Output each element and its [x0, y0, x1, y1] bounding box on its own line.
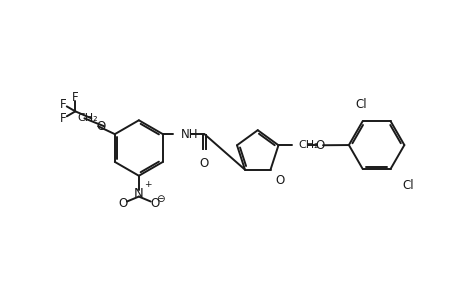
- Text: N: N: [134, 187, 143, 200]
- Text: NH: NH: [180, 128, 198, 141]
- Text: F: F: [60, 98, 67, 111]
- Text: O: O: [199, 157, 209, 170]
- Text: F: F: [72, 91, 78, 104]
- Text: O: O: [150, 197, 159, 210]
- Text: ⊖: ⊖: [156, 194, 165, 203]
- Text: Cl: Cl: [354, 98, 366, 111]
- Text: CH₂: CH₂: [297, 140, 318, 150]
- Text: O: O: [315, 139, 324, 152]
- Text: +: +: [144, 180, 151, 189]
- Text: Cl: Cl: [402, 179, 413, 192]
- Text: F: F: [60, 112, 67, 125]
- Text: O: O: [118, 197, 127, 210]
- Text: CH₂: CH₂: [77, 113, 97, 123]
- Text: O: O: [96, 120, 106, 133]
- Text: O: O: [275, 174, 284, 187]
